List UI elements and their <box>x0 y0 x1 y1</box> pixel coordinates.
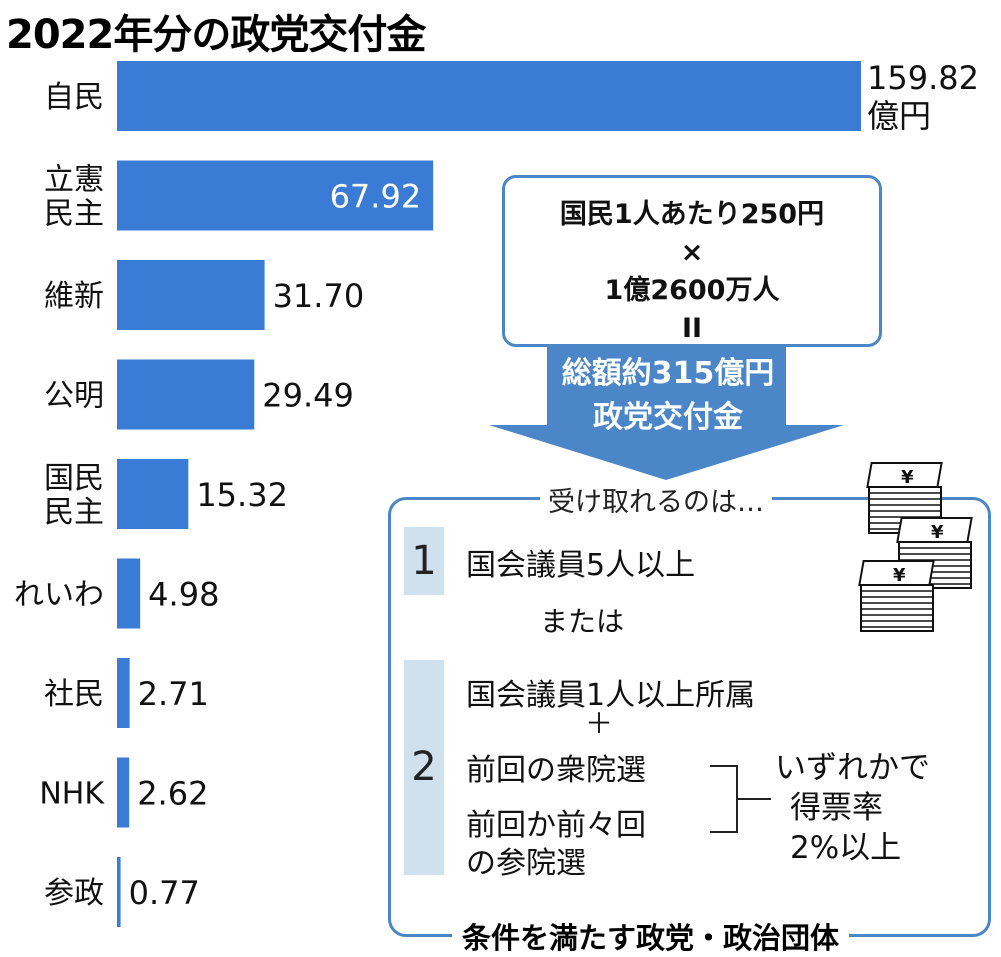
vote-share-either: いずれかで <box>775 750 930 786</box>
formula-multiply: × <box>680 237 704 268</box>
condition-2-upper-house-1: 前回か前々回 <box>466 808 646 843</box>
value-label-7: 2.62 <box>137 775 208 813</box>
value-label-8: 0.77 <box>129 874 200 912</box>
conditions-caption: 受け取れるのは… <box>540 480 772 519</box>
category-label-1: 立憲 <box>44 163 104 198</box>
category-label-7: NHK <box>39 777 105 812</box>
condition-2-members: 国会議員1人以上所属 <box>466 678 756 713</box>
value-label-6: 2.71 <box>138 675 209 713</box>
formula-box: 国民1人あたり250円 × 1億2600万人 II <box>502 175 882 347</box>
value-label-3: 29.49 <box>262 377 354 415</box>
bar-8 <box>117 857 121 927</box>
svg-text:¥: ¥ <box>931 522 944 543</box>
formula-equals: II <box>681 313 703 344</box>
bar-5 <box>117 558 141 629</box>
condition-2-lower-house: 前回の衆院選 <box>466 753 646 788</box>
value-label-0: 159.82 <box>867 59 979 97</box>
total-amount: 総額約315億円 <box>561 356 775 391</box>
formula-population: 1億2600万人 <box>604 275 780 306</box>
bar-2 <box>117 260 265 330</box>
category-label-1: 民主 <box>44 197 104 232</box>
down-arrow-icon <box>489 345 844 480</box>
bar-1 <box>117 160 434 231</box>
value-label-5: 4.98 <box>148 576 219 614</box>
value-label-4: 15.32 <box>196 476 288 514</box>
page-title: 2022年分の政党交付金 <box>6 12 426 58</box>
condition-1-text: 国会議員5人以上 <box>466 548 696 583</box>
svg-text:¥: ¥ <box>901 467 914 488</box>
condition-2-upper-house-2: の参院選 <box>466 846 586 881</box>
svg-text:¥: ¥ <box>893 565 906 586</box>
or-text: または <box>540 605 625 638</box>
value-label-2: 31.70 <box>273 277 365 315</box>
plus-sign: ＋ <box>585 707 614 740</box>
total-label: 総額約315億円 政党交付金 <box>548 352 788 440</box>
bar-7 <box>117 757 130 828</box>
category-label-4: 国民 <box>44 461 104 496</box>
condition-2-number: 2 <box>404 660 444 875</box>
value-label-1: 67.92 <box>330 178 422 216</box>
bracket-connector <box>710 765 771 833</box>
unit-label: 億円 <box>867 97 931 135</box>
bar-3 <box>117 359 255 430</box>
vote-share-threshold: 2%以上 <box>790 830 902 866</box>
category-label-3: 公明 <box>44 379 104 414</box>
vote-share-label: 得票率 <box>790 790 883 826</box>
category-label-2: 維新 <box>44 279 104 314</box>
bar-6 <box>117 658 130 728</box>
bar-0 <box>117 61 861 131</box>
yen-bill-stack-icon: ¥ ¥ ¥ <box>858 462 973 632</box>
conditions-footer: 条件を満たす政党・政治団体 <box>452 915 850 957</box>
category-label-8: 参政 <box>44 876 104 911</box>
bar-4 <box>117 459 189 529</box>
formula-per-person: 国民1人あたり250円 <box>559 199 825 230</box>
category-label-4: 民主 <box>44 495 104 530</box>
category-label-0: 自民 <box>44 80 104 115</box>
category-label-6: 社民 <box>44 677 104 712</box>
category-label-5: れいわ <box>14 578 104 613</box>
condition-1-number: 1 <box>404 527 444 595</box>
total-subsidy: 政党交付金 <box>593 400 743 435</box>
